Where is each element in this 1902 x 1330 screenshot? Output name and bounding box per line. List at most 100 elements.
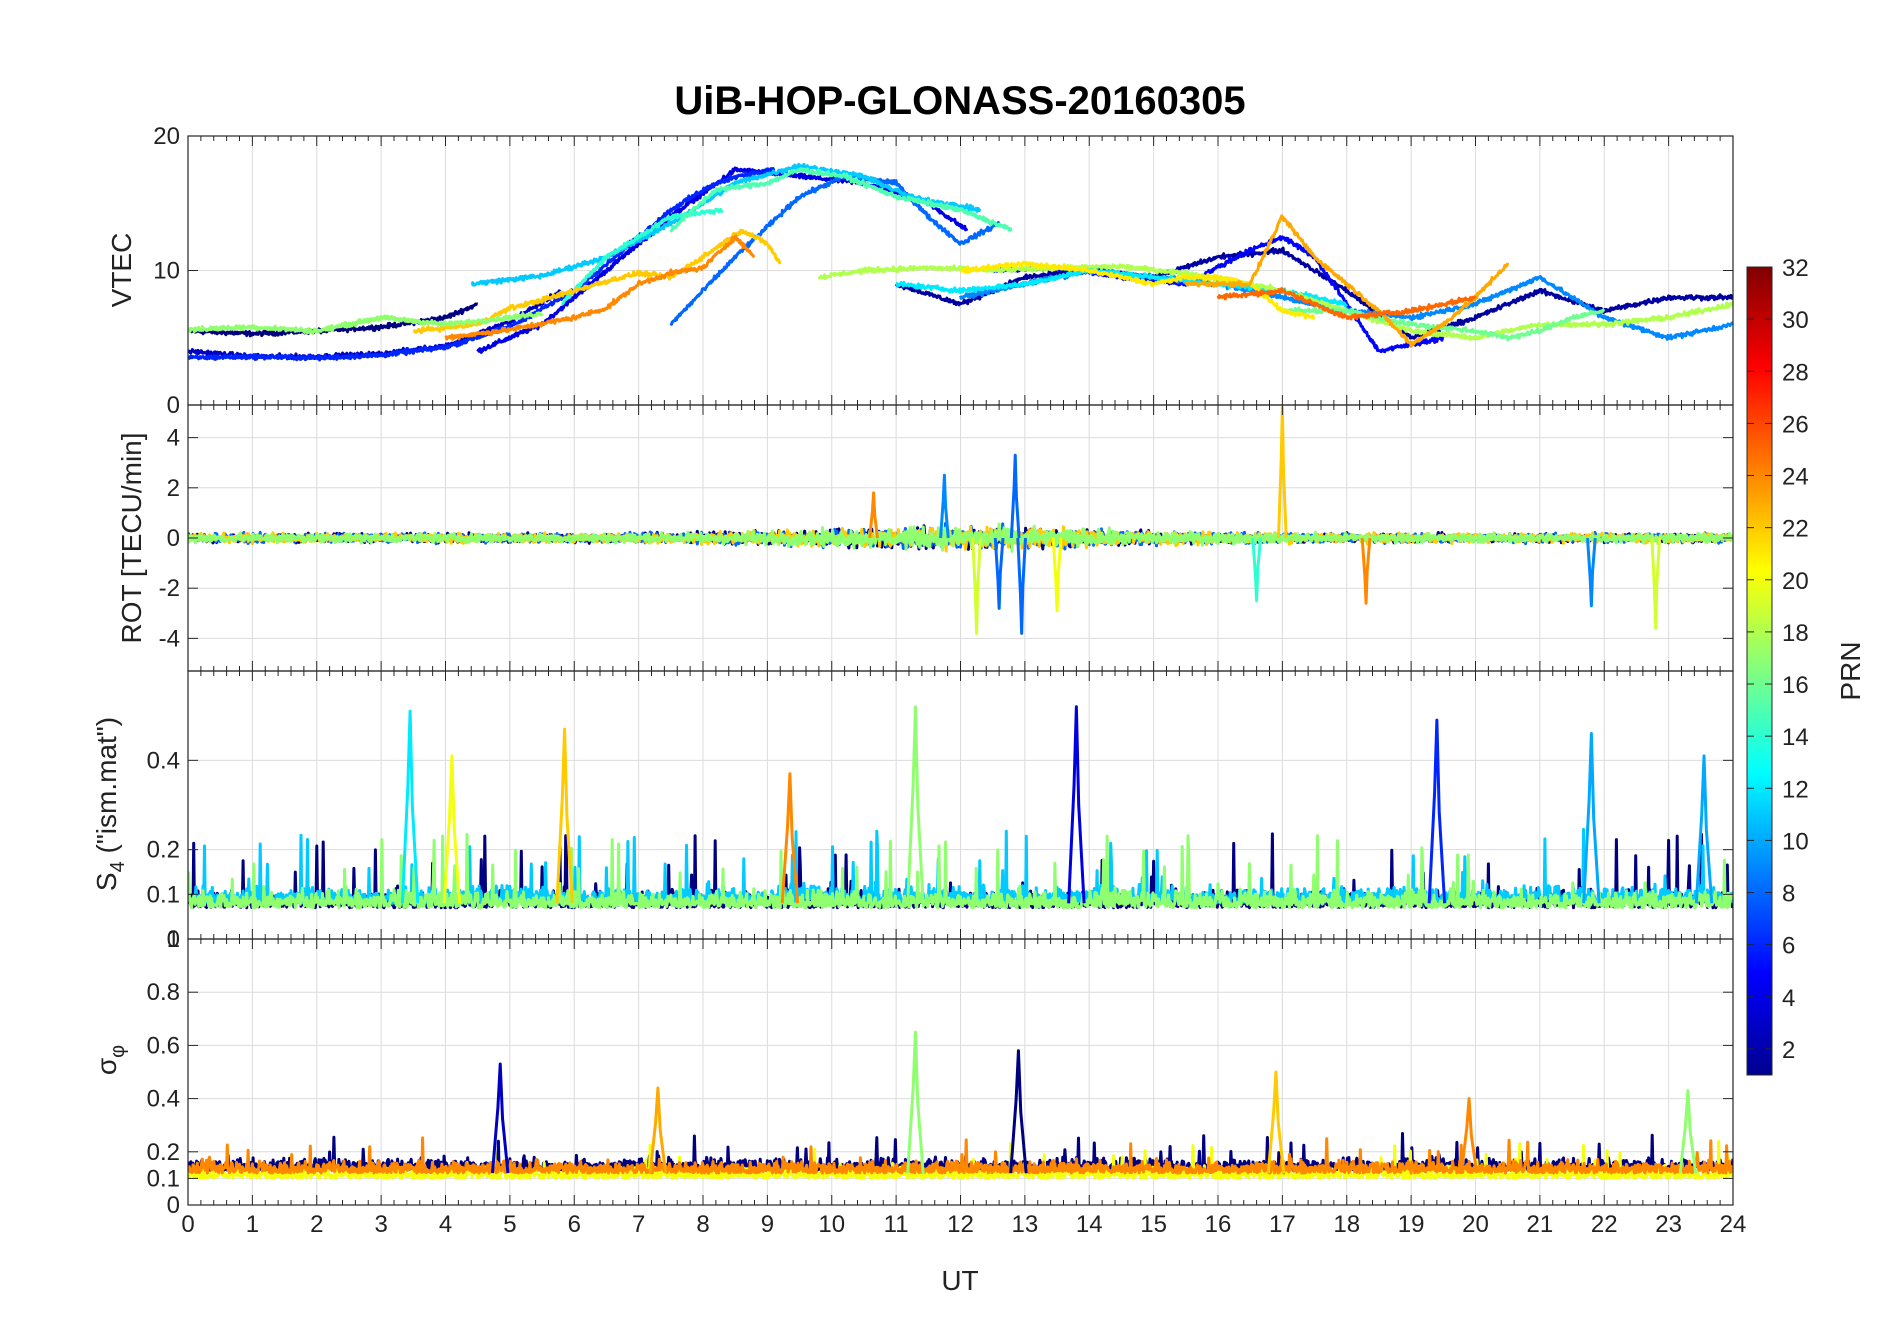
sigma-y-label-sub: φ: [107, 1045, 129, 1058]
s4-y-label-main: S: [91, 872, 122, 891]
s4-peak-prn-20: [442, 754, 462, 904]
x-tick-label: 16: [1205, 1211, 1232, 1238]
rot-y-ticks: -4 -2 0 2 4: [159, 405, 1734, 671]
x-tick-label: 12: [947, 1211, 974, 1238]
sigma-peak-prn-3: [490, 1062, 510, 1174]
sigma-peak-prn-22: [1266, 1070, 1286, 1174]
sigma-y-tick-label: 0.8: [147, 979, 180, 1006]
x-tick-label: 1: [246, 1211, 259, 1238]
rot-y-tick-label: 2: [167, 475, 180, 502]
vtec-series-prn-17: [188, 311, 544, 335]
colorbar-tick-label: 18: [1782, 620, 1809, 647]
s4-y-label-sub: 4: [107, 861, 129, 872]
vtec-y-ticks: 0 10 20: [153, 123, 1734, 419]
panel-vtec: 0 10 20 VTEC: [106, 123, 1734, 419]
rot-y-label: ROT [TECU/min]: [116, 432, 147, 643]
rot-y-tick-label: -4: [159, 625, 180, 652]
x-tick-label: 22: [1591, 1211, 1618, 1238]
rot-peak-prn-14: [1251, 537, 1262, 603]
vtec-series-prn-8: [669, 173, 1001, 326]
rot-peak-prn-19: [971, 537, 982, 635]
x-tick-label: 15: [1140, 1211, 1167, 1238]
s4-peak-prn-22: [555, 727, 574, 904]
vtec-y-tick-label: 20: [153, 123, 180, 150]
x-tick-label: 19: [1398, 1211, 1425, 1238]
s4-y-tick-label: 0.4: [147, 747, 180, 774]
colorbar-label: PRN: [1835, 641, 1866, 700]
s4-peak-prn-4: [1067, 705, 1086, 904]
colorbar-gradient: [1746, 266, 1773, 1076]
colorbar-tick-label: 16: [1782, 672, 1809, 699]
vtec-series-prn-21: [959, 260, 1316, 321]
vtec-series-prn-23: [1184, 214, 1510, 348]
panel-sigma: 00.10.20.40.60.81 σφ: [91, 926, 1734, 1219]
x-tick-label: 14: [1076, 1211, 1103, 1238]
sigma-series: [188, 1030, 1733, 1180]
rot-peak-prn-8: [1016, 537, 1028, 635]
s4-y-tick-label: 0.1: [147, 881, 180, 908]
x-tick-label: 10: [818, 1211, 845, 1238]
sigma-peak-prn-17: [906, 1030, 925, 1174]
sigma-y-label-main: σ: [91, 1058, 122, 1075]
x-tick-label: 13: [1012, 1211, 1039, 1238]
vtec-series-prn-25: [1216, 287, 1477, 321]
colorbar-tick-label: 2: [1782, 1037, 1795, 1064]
rot-peak-prn-24: [868, 491, 879, 539]
rot-y-tick-label: 4: [167, 425, 180, 452]
rot-peak-prn-9: [939, 473, 950, 539]
sigma-peak-prn-1: [1009, 1049, 1028, 1174]
colorbar-tick-label: 24: [1782, 464, 1809, 491]
vtec-series-prn-2: [894, 246, 1733, 340]
sigma-y-tick-label: 0.1: [147, 1165, 180, 1192]
vtec-y-tick-label: 10: [153, 258, 180, 285]
vtec-y-tick-label: 0: [167, 392, 180, 419]
sigma-y-tick-label: 0: [167, 1192, 180, 1219]
x-tick-label: 5: [503, 1211, 516, 1238]
colorbar-tick-label: 6: [1782, 933, 1795, 960]
s4-y-ticks: 0 0.1 0.2 0.4: [147, 671, 1734, 953]
vtec-series-prn-15: [669, 167, 1013, 233]
x-tick-label: 2: [310, 1211, 323, 1238]
vtec-series-prn-14: [560, 207, 724, 306]
s4-y-tick-label: 0.2: [147, 837, 180, 864]
colorbar-tick-label: 22: [1782, 516, 1809, 543]
s4-series: [188, 705, 1733, 910]
colorbar-tick-label: 32: [1782, 255, 1809, 282]
colorbar-tick-label: 20: [1782, 568, 1809, 595]
x-tick-label: 9: [761, 1211, 774, 1238]
s4-peak-prn-10: [1694, 754, 1714, 904]
x-tick-label: 17: [1269, 1211, 1296, 1238]
x-tick-label: 20: [1462, 1211, 1489, 1238]
s4-peak-prn-12: [400, 709, 420, 904]
rot-series: [188, 406, 1733, 635]
s4-peak-prn-10: [1582, 732, 1601, 904]
sigma-y-tick-label: 0.6: [147, 1032, 180, 1059]
sigma-peak-prn-24: [1459, 1097, 1479, 1174]
x-tick-label: 21: [1527, 1211, 1554, 1238]
s4-y-tick-label: 0: [167, 926, 180, 953]
x-tick-label: 8: [696, 1211, 709, 1238]
x-tick-label: 6: [568, 1211, 581, 1238]
sigma-y-tick-label: 1: [167, 926, 180, 953]
x-tick-label: 18: [1333, 1211, 1360, 1238]
rot-peak-prn-8: [993, 537, 1005, 610]
x-tick-label: 23: [1655, 1211, 1682, 1238]
x-tick-label: 4: [439, 1211, 452, 1238]
s4-peak-prn-17: [906, 705, 925, 904]
chart-title: UiB-HOP-GLONASS-20160305: [674, 79, 1245, 123]
sigma-y-ticks: 00.10.20.40.60.81: [147, 926, 1734, 1219]
vtec-y-label: VTEC: [106, 233, 137, 308]
sigma-y-tick-label: 0.2: [147, 1139, 180, 1166]
sigma-y-tick-label: 0.4: [147, 1086, 180, 1113]
x-tick-label: 11: [884, 1211, 909, 1238]
panel-rot: -4 -2 0 2 4 ROT [TECU/min]: [116, 404, 1734, 672]
vtec-series: [188, 162, 1733, 362]
rot-peak-prn-19: [1650, 537, 1662, 630]
s4-peak-prn-24: [780, 772, 800, 904]
rot-series-prn-17: [188, 522, 1733, 553]
x-axis-ticks: 0 1 2 3 4 5 6 7 8 9 10 11 12 13 14 15 16 17 18 19 20 21 22 23 24: [181, 1211, 1746, 1238]
rot-y-tick-label: -2: [159, 575, 180, 602]
colorbar-tick-label: 8: [1782, 881, 1795, 908]
